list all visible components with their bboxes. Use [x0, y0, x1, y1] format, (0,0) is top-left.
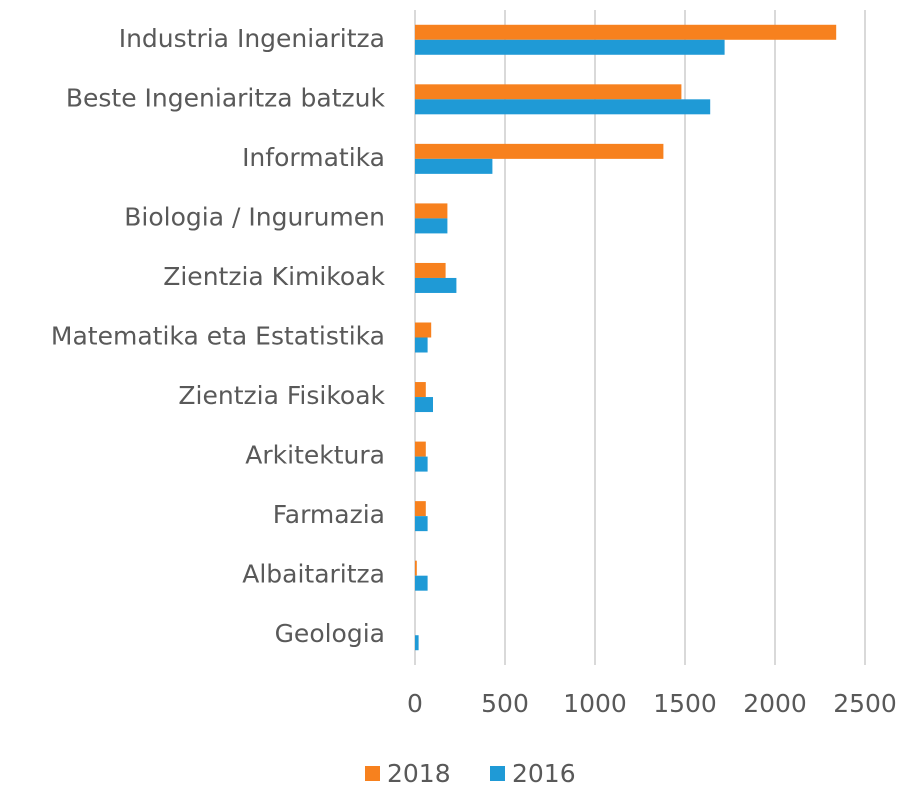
x-tick-label: 0 — [407, 689, 423, 718]
y-tick-label: Albaitaritza — [242, 560, 385, 589]
bar — [415, 397, 433, 413]
bar — [415, 24, 837, 40]
y-tick-label: Zientzia Fisikoak — [178, 381, 385, 410]
bar — [415, 382, 426, 398]
x-tick-label: 2000 — [743, 689, 807, 718]
legend-swatch — [365, 766, 380, 781]
bar — [415, 635, 419, 651]
bar — [415, 203, 448, 219]
legend-label: 2016 — [512, 759, 576, 788]
y-tick-label: Arkitektura — [245, 441, 385, 470]
bar — [415, 456, 428, 472]
y-tick-label: Industria Ingeniaritza — [119, 24, 385, 53]
legend-swatch — [490, 766, 505, 781]
bar — [415, 575, 428, 591]
y-tick-label: Biologia / Ingurumen — [124, 202, 385, 231]
bar — [415, 337, 428, 353]
y-tick-label: Matematika eta Estatistika — [51, 322, 385, 351]
bar — [415, 99, 711, 115]
y-tick-label: Geologia — [275, 619, 385, 648]
bar — [415, 560, 417, 576]
y-tick-label: Informatika — [242, 143, 385, 172]
bar — [415, 501, 426, 517]
y-tick-label: Farmazia — [273, 500, 385, 529]
x-tick-label: 500 — [481, 689, 529, 718]
bar — [415, 516, 428, 532]
bar — [415, 262, 446, 278]
bar — [415, 277, 457, 293]
bar — [415, 84, 682, 100]
bar — [415, 158, 493, 174]
bar — [415, 218, 448, 234]
y-tick-label: Zientzia Kimikoak — [163, 262, 385, 291]
legend-label: 2018 — [387, 759, 451, 788]
x-tick-label: 1000 — [563, 689, 627, 718]
bar — [415, 441, 426, 457]
x-tick-label: 2500 — [833, 689, 897, 718]
bar — [415, 322, 432, 338]
bar — [415, 143, 664, 159]
x-tick-label: 1500 — [653, 689, 717, 718]
y-tick-label: Beste Ingeniaritza batzuk — [66, 83, 386, 112]
bar — [415, 39, 725, 55]
